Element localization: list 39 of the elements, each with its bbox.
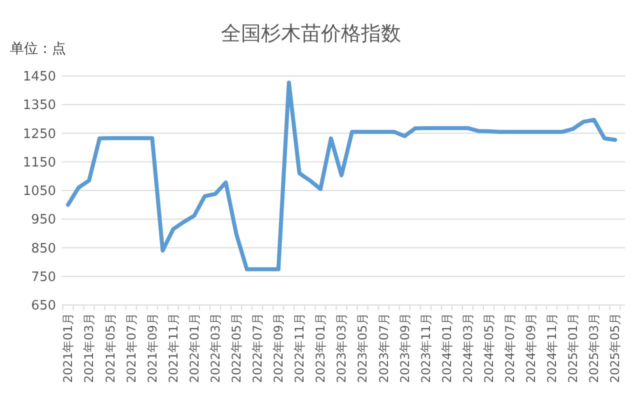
y-tick-label: 650: [31, 298, 56, 314]
y-tick-label: 1450: [22, 70, 56, 85]
y-tick-label: 950: [31, 212, 56, 228]
x-tick-label: 2022年05月: [230, 313, 244, 383]
y-axis-title: 单位：点: [10, 41, 66, 57]
x-tick-label: 2021年07月: [124, 313, 138, 383]
x-tick-label: 2021年03月: [82, 313, 96, 383]
x-tick-label: 2023年03月: [334, 313, 349, 383]
x-tick-label: 2023年09月: [398, 313, 412, 383]
x-tick-label: 2024年11月: [545, 313, 560, 383]
x-tick-label: 2025年05月: [608, 313, 622, 383]
x-tick-label: 2022年01月: [187, 313, 202, 383]
x-tick-label: 2024年07月: [503, 313, 518, 383]
x-tick-label: 2022年09月: [272, 313, 286, 383]
x-tick-label: 2024年03月: [460, 313, 475, 383]
y-tick-label: 850: [31, 241, 56, 256]
x-tick-label: 2022年07月: [250, 313, 265, 383]
x-tick-label: 2024年01月: [440, 313, 454, 383]
x-tick-label: 2023年01月: [314, 313, 328, 383]
x-tick-label: 2021年11月: [166, 313, 180, 383]
y-tick-label: 1150: [22, 155, 56, 170]
x-tick-label: 2024年05月: [482, 313, 496, 383]
x-tick-label: 2023年07月: [376, 313, 391, 383]
x-tick-label: 2022年03月: [208, 313, 222, 383]
x-tick-label: 2021年05月: [103, 313, 118, 383]
chart-title: 全国杉木苗价格指数: [221, 21, 401, 45]
x-tick-label: 2024年09月: [524, 313, 538, 383]
y-tick-label: 1350: [22, 98, 56, 114]
line-series: [66, 80, 617, 272]
y-tick-label: 750: [31, 270, 56, 285]
x-tick-label: 2025年01月: [566, 313, 580, 383]
y-tick-label: 1050: [22, 184, 56, 200]
x-tick-label: 2022年11月: [292, 313, 307, 383]
x-tick-label: 2021年01月: [61, 313, 76, 383]
x-tick-label: 2023年05月: [356, 313, 370, 383]
x-tick-label: 2025年03月: [587, 313, 602, 383]
x-tick-label: 2021年09月: [145, 313, 160, 383]
x-tick-label: 2023年11月: [418, 313, 433, 383]
y-tick-label: 1250: [22, 126, 56, 142]
